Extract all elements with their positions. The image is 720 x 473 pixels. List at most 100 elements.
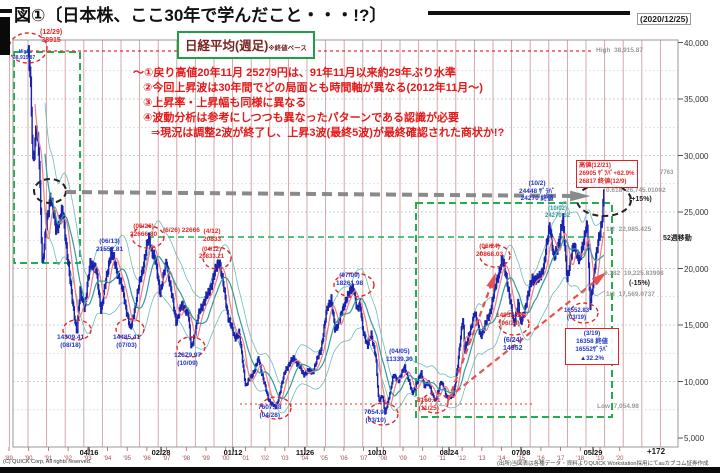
label-20000412-a: (4/12) 20833 (203, 228, 222, 243)
x-axis-year-17: '17 (556, 456, 565, 462)
label-20100405: (04/05) 11339.30 (386, 348, 413, 363)
label-19981009: 12879.97 (10/09) (174, 352, 202, 367)
x-axis-date-07-08: 07/08 (511, 448, 531, 457)
label-fib-third: 1/3 17,569.0737 (606, 291, 655, 298)
label-high-right: High 38,915.87 (596, 47, 643, 54)
label-20030428: 7607.88 (04/28) (258, 404, 282, 419)
title-rule-line (428, 11, 630, 15)
x-axis-year-14: '14 (497, 456, 506, 462)
note-line-1: ～①戻り高値20年11月 25279円は、91年11月以来約29年ぶり水準 (133, 67, 456, 79)
left-edge-tab (0, 17, 10, 55)
x-axis-year-06: '06 (339, 456, 348, 462)
x-axis-year-01: '01 (241, 456, 250, 462)
x-axis-year-99: '99 (202, 456, 210, 462)
y-axis-label-25000: 25,000 (684, 208, 709, 217)
y-axis-label-15000: 15,000 (684, 321, 709, 330)
covid-low-line-4: ▲32.2% (579, 354, 605, 362)
x-axis-date-04-16: 04/16 (79, 448, 99, 457)
covid-low-line-1: (3/19) (583, 330, 601, 337)
label-env-plus15: (+15%) (629, 196, 652, 203)
covid-low-callout-box: (3/19) 16358 終値 16552ｻﾞﾗﾊﾞ ▲32.2% (565, 328, 619, 365)
x-axis-date-02-28: 02/28 (151, 448, 171, 457)
x-axis-year-91: '91 (44, 456, 53, 462)
covid-low-line-3: 16552ｻﾞﾗﾊﾞ (575, 346, 609, 354)
label-20160624-b: (6/24) 14952 (503, 337, 523, 353)
x-axis-year-07: '07 (359, 456, 368, 462)
x-axis-year-89: '89 (5, 456, 13, 462)
x-axis-year-93: '93 (83, 456, 92, 462)
x-axis-year-02: '02 (261, 456, 269, 462)
x-axis-year-92: '92 (64, 456, 72, 462)
report-date: (2020/12/25) (637, 13, 692, 25)
x-axis-year-05: '05 (320, 456, 329, 462)
x-axis-date-01-12: 01/12 (223, 448, 243, 457)
label-19960626: (06/26) 22666.80 (130, 223, 158, 238)
label-low-right: Low 7,054.98 (597, 403, 639, 410)
x-axis-year-16: '16 (536, 456, 545, 462)
label-19891229-high: (12/29) 38915 (40, 29, 63, 45)
y-axis-label-40000: 40,000 (684, 38, 709, 48)
x-axis-year-18: '18 (576, 456, 585, 462)
x-axis-year-08: '08 (379, 456, 388, 462)
x-axis-year-10: '10 (418, 456, 427, 462)
copyright-text: (C) QUICK Corp, All rights reserved. (3, 459, 92, 465)
instrument-label-box: 日経平均(週足)※終値ベース (177, 31, 315, 59)
x-axis-date-05-29: 05/29 (583, 448, 603, 457)
x-axis-year-11: '11 (438, 456, 446, 462)
x-axis-date-11-26: 11/26 (295, 448, 315, 457)
label-high-inline: High 38,915.87 (13, 49, 36, 61)
note-line-4: ④波動分析は参考にしつつも異なったパターンである認識が必要 (143, 112, 459, 124)
x-axis-year-00: '00 (221, 456, 230, 462)
label-19940613: (06/13) 21552.81 (96, 238, 124, 253)
note-line-3: ③上昇率・上昇幅も同様に異なる (143, 97, 307, 109)
x-axis-year-19: '19 (596, 456, 604, 462)
label-fragment-7763: 7763 (660, 170, 674, 176)
x-axis-date-10-10: 10/10 (367, 448, 387, 457)
y-axis-label-35000: 35,000 (684, 95, 709, 104)
recent-high-line-3: 26817 終値(12/9) (579, 178, 627, 186)
x-axis-year-94: '94 (103, 456, 112, 462)
label-19950703: 14485.41 (07/03) (113, 334, 141, 349)
recent-high-line-2: 26905 ｻﾞﾗﾊﾞ+62.9% (579, 170, 635, 178)
recent-high-line-1: 高値(12/21) (579, 162, 611, 169)
recent-high-callout-box: 高値(12/21) 26905 ｻﾞﾗﾊﾞ+62.9% 26817 終値(12/… (576, 160, 638, 189)
label-20111125: 8160.01 (11/25) (417, 397, 441, 412)
y-axis-label-30000: 30,000 (684, 151, 709, 161)
label-19920818: 14309.41 (08/18) (57, 334, 85, 349)
covid-low-line-2: 16358 終値 (576, 338, 608, 346)
label-extension: +172 (647, 447, 666, 456)
x-axis-year-98: '98 (182, 456, 191, 462)
label-20200319: 16552.83 (03/19) (564, 308, 590, 322)
bottom-black-bar (0, 467, 720, 473)
label-20181002-b: (10/02) 24270.62 (545, 206, 571, 220)
instrument-basis: ※終値ベース (268, 45, 307, 52)
label-fib-half: 1/2 22,985.425 (606, 226, 652, 233)
y-axis-label-10000: 10,000 (684, 377, 709, 387)
x-axis-year-97: '97 (162, 456, 171, 462)
x-axis-year-90: '90 (24, 456, 33, 462)
x-axis-year-95: '95 (123, 456, 132, 462)
label-20160624-a: 14952.02 (06/24) (496, 312, 524, 327)
x-axis-year-20: '20 (615, 456, 624, 462)
label-20090310: 7054.98 (03/10) (364, 409, 388, 424)
label-fib-0382: 0.382 19,225.83998 (604, 270, 664, 277)
y-axis-label-20000: 20,000 (684, 264, 709, 274)
note-line-5: ⇒現況は調整2波が終了し、上昇3波(最終5波)が最終確認された商状か!? (151, 127, 505, 139)
page-title: 図①〔日本株、ここ30年で学んだこと・・・!?〕 (14, 6, 387, 25)
source-text: (出所)当図表は各種データ・資料よりQUICK Workstation採用にてa… (497, 461, 709, 467)
label-ma52: 52週移動 (663, 235, 692, 242)
x-axis-year-15: '15 (517, 456, 526, 462)
label-env-minus15: (-15%) (629, 280, 651, 287)
x-axis-year-12: '12 (458, 456, 466, 462)
x-axis-year-03: '03 (280, 456, 289, 462)
label-20150624: (06/24) 20868.03 (476, 243, 504, 258)
label-20000412-b: (04/12) 20833.21 (199, 247, 225, 261)
x-axis-date-08-24: 08/24 (439, 448, 459, 457)
x-axis-year-09: '09 (399, 456, 407, 462)
y-axis-label-5000: 5,000 (684, 434, 705, 443)
x-axis-year-04: '04 (300, 456, 309, 462)
x-axis-year-13: '13 (477, 456, 486, 462)
label-20181002-a: (10/2) 24448 ｻﾞﾗﾊﾞ 24270 終値 (519, 180, 556, 203)
note-line-2: ②今回上昇波は30年間でどの局面とも時間軸が異なる(2012年11月～) (143, 82, 483, 94)
